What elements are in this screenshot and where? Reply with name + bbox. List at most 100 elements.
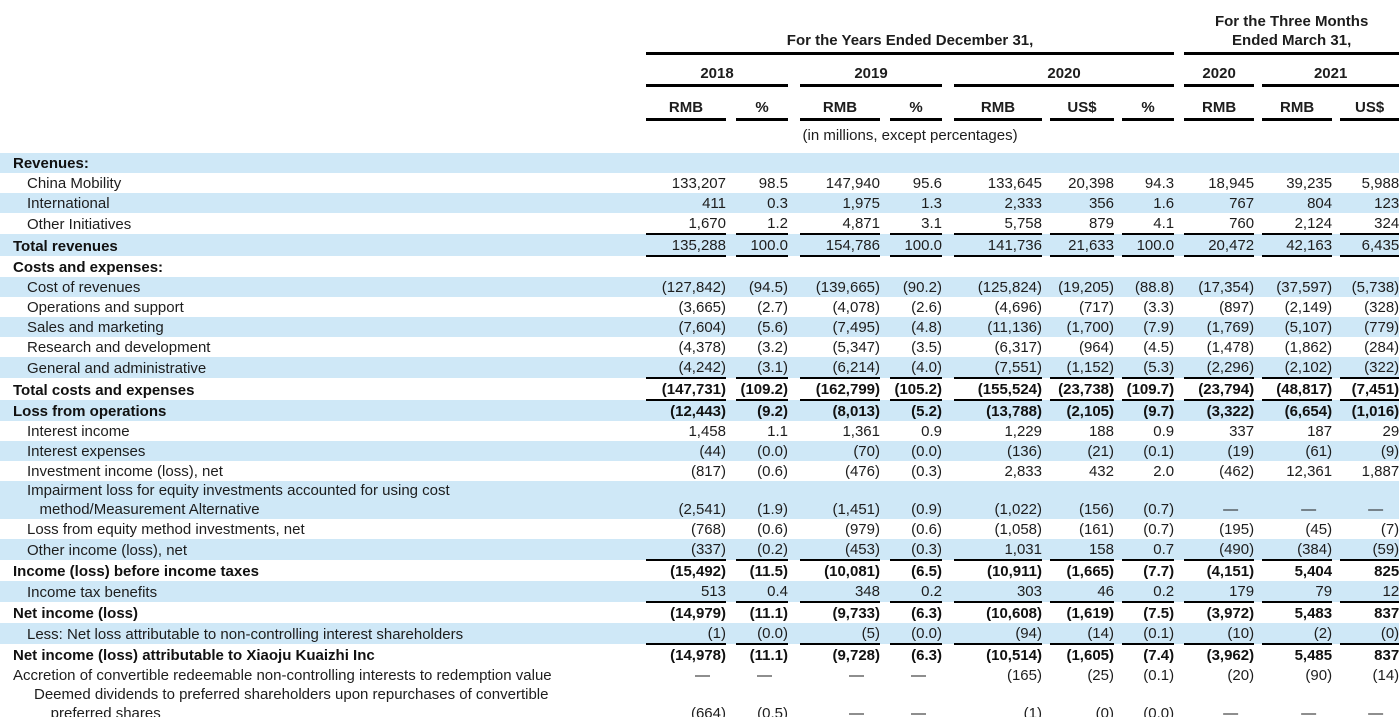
cell-value: (0.1) (1143, 443, 1175, 460)
table-row: Costs and expenses: (0, 256, 1399, 277)
header-spacer (1254, 86, 1262, 120)
column-spacer (1114, 277, 1122, 297)
row-label: Investment income (loss), net (27, 463, 223, 480)
column-spacer (942, 173, 954, 193)
cell-value: (322) (1340, 357, 1399, 379)
column-spacer (1254, 441, 1262, 461)
column-spacer (788, 481, 800, 519)
cell-value: (7) (1380, 521, 1399, 538)
column-spacer (1254, 357, 1262, 378)
cell-value: (0.0) (890, 623, 942, 645)
cell-value (1184, 256, 1254, 277)
cell-value: (284) (1364, 339, 1399, 356)
cell-value: 3.1 (890, 213, 942, 235)
cell-value: (384) (1262, 539, 1333, 561)
column-spacer (942, 623, 954, 644)
row-label: International (27, 195, 110, 212)
cell-value: (964) (1078, 339, 1114, 356)
cell-value: (162,799) (800, 378, 880, 401)
column-spacer (942, 234, 954, 256)
cell-value: (6,317) (994, 339, 1042, 356)
cell-value: (4,696) (994, 299, 1042, 316)
column-spacer (1332, 213, 1340, 234)
cell-value: 825 (1374, 563, 1399, 580)
column-spacer (788, 560, 800, 581)
column-spacer (880, 153, 890, 173)
cell-value: 804 (1307, 195, 1333, 212)
cell-value: 158 (1050, 539, 1114, 561)
cell-value: 94.3 (1144, 175, 1175, 192)
table-row: Total costs and expenses (147,731) (109.2)… (0, 378, 1399, 401)
column-spacer (1042, 461, 1050, 481)
column-spacer (788, 213, 800, 234)
column-spacer (1254, 213, 1262, 234)
col-header-rmb: RMB (1262, 85, 1333, 121)
column-spacer (880, 602, 890, 623)
column-spacer (880, 256, 890, 277)
column-spacer (1114, 481, 1122, 519)
column-spacer (880, 277, 890, 297)
cell-value: 147,940 (825, 175, 880, 192)
cell-value: (1) (1023, 705, 1042, 717)
table-row: Loss from operations (12,443) (9.2) (8,013)… (0, 400, 1399, 421)
row-label: Net income (loss) (13, 605, 139, 622)
column-spacer (1174, 461, 1184, 481)
cell-value: (10,514) (986, 647, 1042, 664)
column-spacer (726, 461, 736, 481)
cell-value (736, 153, 788, 173)
cell-value: (147,731) (646, 378, 726, 401)
column-spacer (1174, 441, 1184, 461)
row-label: Total revenues (13, 238, 118, 255)
column-spacer (1332, 481, 1340, 519)
table-row: Income (loss) before income taxes (15,492… (0, 560, 1399, 581)
cell-value: (1,619) (1066, 605, 1114, 622)
cell-value: (2.7) (757, 299, 788, 316)
cell-value: (44) (699, 443, 726, 460)
cell-value: (7.7) (1143, 563, 1175, 580)
column-spacer (1042, 481, 1050, 519)
cell-value: 2,833 (1004, 463, 1042, 480)
column-spacer (1174, 400, 1184, 421)
cell-value: (0.2) (736, 539, 788, 561)
cell-value: (11.1) (749, 647, 788, 664)
column-spacer (942, 378, 954, 400)
cell-value: (2,149) (1284, 299, 1333, 316)
cell-value: (61) (1305, 443, 1333, 460)
row-label: Revenues: (13, 155, 89, 172)
cell-value: — (1368, 501, 1384, 518)
cell-value: (0.0) (911, 443, 942, 460)
cell-value: (0.1) (1143, 667, 1175, 684)
column-spacer (726, 602, 736, 623)
row-label: General and administrative (27, 360, 207, 377)
cell-value: (1,700) (1066, 319, 1114, 336)
column-spacer (1332, 461, 1340, 481)
column-spacer (880, 665, 890, 685)
cell-value: (0) (1340, 623, 1399, 645)
column-spacer (1254, 644, 1262, 665)
header-spacer (1254, 54, 1262, 86)
column-spacer (1174, 560, 1184, 581)
cell-value: (2,102) (1262, 357, 1333, 379)
row-label-cell: Interest expenses (0, 441, 640, 461)
quarters-group-title-line2: Ended March 31, (1232, 32, 1352, 49)
cell-value: (453) (800, 539, 880, 561)
row-label: Income tax benefits (27, 584, 158, 601)
cell-value: 79 (1262, 581, 1333, 603)
table-row: Loss from equity method investments, net… (0, 519, 1399, 539)
column-spacer (1174, 337, 1184, 357)
column-spacer (726, 685, 736, 717)
column-spacer (788, 644, 800, 665)
column-spacer (1254, 665, 1262, 685)
row-label: Sales and marketing (27, 319, 164, 336)
column-spacer (1332, 685, 1340, 717)
row-label-cell: Other income (loss), net (0, 539, 640, 560)
row-label-cell: General and administrative (0, 357, 640, 378)
cell-value: (0.3) (911, 463, 942, 480)
column-spacer (942, 337, 954, 357)
quarters-group-title-line1: For the Three Months (1214, 13, 1369, 30)
cell-value: (5.2) (911, 403, 942, 420)
column-spacer (942, 519, 954, 539)
column-spacer (1174, 581, 1184, 602)
cell-value (736, 256, 788, 277)
cell-value: (3,665) (678, 299, 726, 316)
